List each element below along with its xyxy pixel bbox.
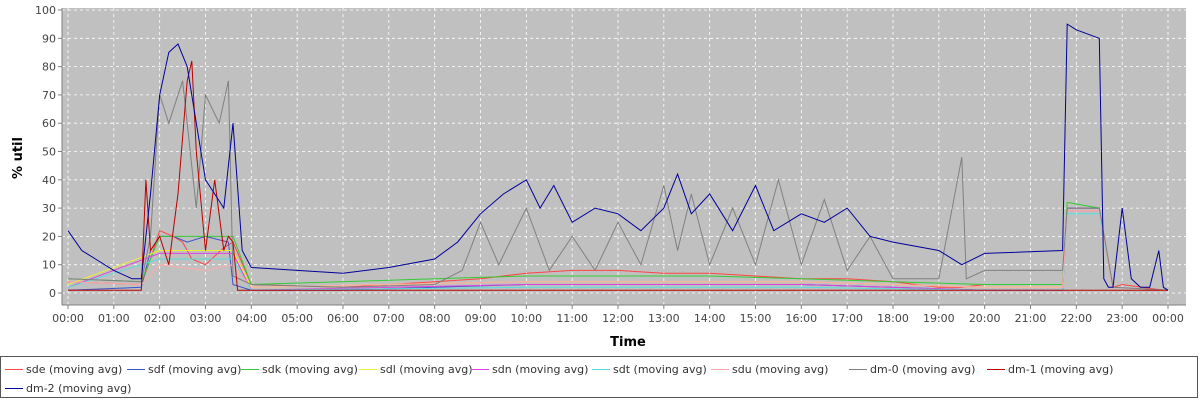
x-axis-ticks: 00:00 01:00 02:00 03:00 04:00 05:00 06:00 07:00… — [52, 305, 1184, 325]
series-lines — [67, 23, 1169, 291]
legend-item: sdn (moving avg) — [471, 363, 588, 376]
series-line — [67, 23, 1169, 291]
legend-swatch — [471, 368, 489, 370]
y-tick-label: 100 — [35, 4, 56, 17]
legend-label: dm-2 (moving avg) — [26, 382, 132, 395]
legend-swatch — [127, 368, 145, 370]
x-tick-label: 07:00 — [373, 312, 405, 325]
y-tick-label: 60 — [42, 117, 56, 130]
x-tick-label: 17:00 — [831, 312, 863, 325]
y-tick-label: 80 — [42, 61, 56, 74]
legend-item: sdl (moving avg) — [359, 363, 473, 376]
x-tick-label: 15:00 — [740, 312, 772, 325]
x-tick-label: 03:00 — [190, 312, 222, 325]
x-tick-label: 12:00 — [602, 312, 634, 325]
x-tick-label: 00:00 — [52, 312, 84, 325]
legend-item: dm-2 (moving avg) — [5, 382, 131, 395]
x-tick-label: 22:00 — [1060, 312, 1092, 325]
x-tick-label: 23:00 — [1106, 312, 1138, 325]
legend-swatch — [849, 368, 867, 370]
legend-label: dm-0 (moving avg) — [870, 363, 976, 376]
y-tick-label: 70 — [42, 89, 56, 102]
legend-item: sdf (moving avg) — [127, 363, 241, 376]
legend-swatch — [241, 368, 259, 370]
x-tick-label: 02:00 — [144, 312, 176, 325]
x-tick-label: 05:00 — [281, 312, 313, 325]
y-tick-label: 50 — [42, 146, 56, 159]
x-tick-label: 13:00 — [648, 312, 680, 325]
legend-swatch — [5, 387, 23, 389]
x-tick-label: 20:00 — [969, 312, 1001, 325]
legend-label: sdu (moving avg) — [732, 363, 829, 376]
series-line — [68, 60, 1168, 291]
x-tick-label: 19:00 — [923, 312, 955, 325]
legend: sde (moving avg) sdf (moving avg) sdk (mov… — [0, 356, 1198, 398]
y-tick-label: 20 — [42, 230, 56, 243]
series-line — [67, 210, 1168, 291]
legend-label: sdt (moving avg) — [613, 363, 707, 376]
x-tick-label: 10:00 — [510, 312, 542, 325]
legend-swatch — [592, 368, 610, 370]
grid-lines — [62, 8, 1186, 305]
x-tick-label: 16:00 — [785, 312, 817, 325]
series-line — [67, 201, 1168, 291]
y-tick-label: 10 — [42, 259, 56, 272]
legend-item: dm-0 (moving avg) — [849, 363, 975, 376]
x-tick-label: 14:00 — [694, 312, 726, 325]
x-tick-label: 00:00 — [1152, 312, 1184, 325]
x-tick-label: 01:00 — [98, 312, 130, 325]
y-tick-label: 40 — [42, 174, 56, 187]
x-tick-label: 11:00 — [556, 312, 588, 325]
x-tick-label: 06:00 — [327, 312, 359, 325]
series-line — [67, 80, 1169, 291]
legend-swatch — [711, 368, 729, 370]
legend-swatch — [5, 368, 23, 370]
y-axis-label: % util — [11, 137, 26, 179]
legend-label: sdf (moving avg) — [148, 363, 242, 376]
y-axis-ticks: 0 10 20 30 40 50 60 70 80 90 100 — [35, 4, 62, 300]
legend-item: dm-1 (moving avg) — [987, 363, 1113, 376]
legend-label: sdn (moving avg) — [492, 363, 589, 376]
x-tick-label: 08:00 — [419, 312, 451, 325]
x-tick-label: 09:00 — [465, 312, 497, 325]
legend-item: sde (moving avg) — [5, 363, 122, 376]
legend-label: sdl (moving avg) — [380, 363, 473, 376]
legend-item: sdk (moving avg) — [241, 363, 358, 376]
legend-label: sde (moving avg) — [26, 363, 123, 376]
legend-item: sdu (moving avg) — [711, 363, 828, 376]
x-axis-label: Time — [610, 335, 646, 350]
y-tick-label: 90 — [42, 32, 56, 45]
y-tick-label: 0 — [49, 287, 56, 300]
x-tick-label: 04:00 — [235, 312, 267, 325]
x-tick-label: 21:00 — [1015, 312, 1047, 325]
y-tick-label: 30 — [42, 202, 56, 215]
legend-swatch — [987, 368, 1005, 370]
line-chart: 0 10 20 30 40 50 60 70 80 90 100 00:00 01:00 02:00 03… — [11, 4, 1186, 350]
legend-item: sdt (moving avg) — [592, 363, 707, 376]
legend-label: sdk (moving avg) — [262, 363, 358, 376]
legend-label: dm-1 (moving avg) — [1008, 363, 1114, 376]
x-tick-label: 18:00 — [877, 312, 909, 325]
plot-area — [62, 8, 1186, 305]
legend-swatch — [359, 368, 377, 370]
